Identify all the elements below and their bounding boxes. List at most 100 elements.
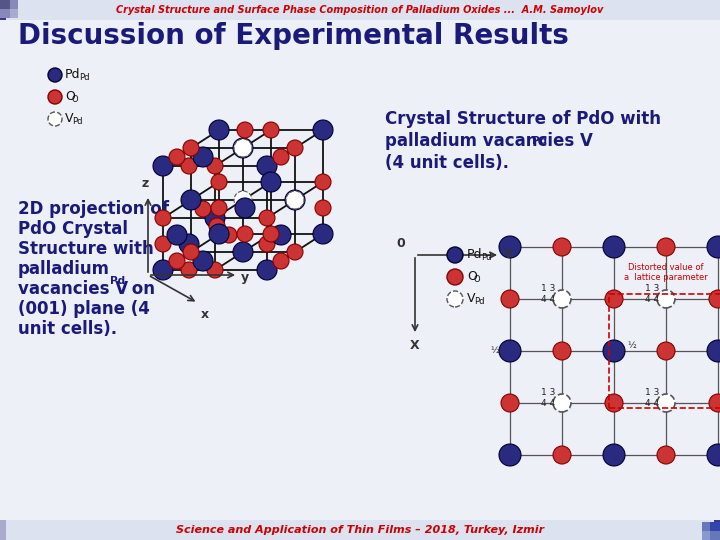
Bar: [714, 520, 720, 540]
Circle shape: [181, 190, 201, 210]
Text: 1 3
4 4: 1 3 4 4: [541, 284, 555, 303]
Text: Pd: Pd: [65, 68, 81, 80]
Bar: [710, 522, 720, 531]
Circle shape: [605, 394, 623, 412]
Text: 0: 0: [396, 237, 405, 250]
Circle shape: [499, 340, 521, 362]
Text: palladium: palladium: [18, 260, 110, 278]
Circle shape: [257, 156, 277, 176]
Circle shape: [287, 244, 303, 260]
Text: Crystal Structure and Surface Phase Composition of Palladium Oxides ...  A.M. Sa: Crystal Structure and Surface Phase Comp…: [117, 5, 603, 15]
Text: X: X: [410, 339, 420, 352]
Circle shape: [235, 192, 251, 208]
Circle shape: [261, 172, 281, 192]
Circle shape: [657, 394, 675, 412]
Circle shape: [287, 140, 303, 156]
Bar: [702, 531, 710, 540]
Text: O: O: [474, 274, 481, 284]
Circle shape: [447, 291, 463, 307]
Circle shape: [233, 242, 253, 262]
Text: (4 unit cells).: (4 unit cells).: [385, 154, 509, 172]
Circle shape: [259, 236, 275, 252]
Circle shape: [153, 156, 173, 176]
Text: palladium vacancies V: palladium vacancies V: [385, 132, 593, 150]
Text: Pd: Pd: [481, 253, 492, 261]
Circle shape: [211, 174, 227, 190]
Circle shape: [285, 190, 305, 210]
Circle shape: [209, 224, 229, 244]
Circle shape: [195, 201, 211, 217]
Circle shape: [707, 236, 720, 258]
Circle shape: [209, 120, 229, 140]
Circle shape: [193, 147, 213, 167]
Circle shape: [237, 122, 253, 138]
Text: Pd: Pd: [72, 117, 83, 125]
Circle shape: [193, 251, 213, 271]
Text: Structure with: Structure with: [18, 240, 154, 258]
Bar: [0, 0, 10, 9]
Text: Pd: Pd: [474, 296, 485, 306]
Circle shape: [273, 149, 289, 165]
Text: Science and Application of Thin Films – 2018, Turkey, Izmir: Science and Application of Thin Films – …: [176, 525, 544, 535]
Circle shape: [263, 226, 279, 242]
Circle shape: [499, 236, 521, 258]
Circle shape: [313, 120, 333, 140]
Text: O: O: [467, 269, 477, 282]
Circle shape: [234, 139, 252, 157]
Bar: [0, 0, 6, 20]
Bar: [0, 520, 6, 540]
Circle shape: [707, 340, 720, 362]
Circle shape: [605, 290, 623, 308]
Text: PdO Crystal: PdO Crystal: [18, 220, 128, 238]
Circle shape: [209, 218, 225, 234]
Text: V: V: [467, 292, 475, 305]
Bar: [702, 522, 710, 531]
Text: ½: ½: [628, 341, 636, 350]
Text: (001) plane (4: (001) plane (4: [18, 300, 150, 318]
Circle shape: [48, 90, 62, 104]
Circle shape: [155, 210, 171, 226]
Circle shape: [447, 247, 463, 263]
Circle shape: [257, 260, 277, 280]
Circle shape: [657, 238, 675, 256]
Text: 1 3
4 4: 1 3 4 4: [645, 388, 660, 408]
Text: Pd: Pd: [532, 136, 547, 146]
Circle shape: [315, 200, 331, 216]
Circle shape: [709, 394, 720, 412]
Circle shape: [263, 122, 279, 138]
Circle shape: [553, 342, 571, 360]
Circle shape: [155, 236, 171, 252]
Circle shape: [603, 340, 625, 362]
Circle shape: [167, 225, 187, 245]
Text: on: on: [126, 280, 155, 298]
Text: Pd: Pd: [467, 247, 482, 260]
Text: Distorted value of
a  lattice parameter: Distorted value of a lattice parameter: [624, 262, 708, 282]
Circle shape: [273, 253, 289, 269]
Circle shape: [233, 138, 253, 158]
Circle shape: [234, 191, 252, 209]
Text: 2D projection of: 2D projection of: [18, 200, 169, 218]
Circle shape: [48, 68, 62, 82]
Text: x: x: [201, 308, 209, 321]
Circle shape: [709, 290, 720, 308]
Circle shape: [553, 394, 571, 412]
Circle shape: [237, 226, 253, 242]
Circle shape: [286, 191, 304, 209]
Text: unit cells).: unit cells).: [18, 320, 117, 338]
Circle shape: [169, 253, 185, 269]
Text: Pd: Pd: [79, 72, 89, 82]
Circle shape: [205, 208, 225, 228]
Text: Discussion of Experimental Results: Discussion of Experimental Results: [18, 22, 569, 50]
Circle shape: [501, 394, 519, 412]
Text: V: V: [65, 111, 73, 125]
Circle shape: [181, 158, 197, 174]
Circle shape: [657, 342, 675, 360]
Circle shape: [271, 225, 291, 245]
Bar: [609, 294, 720, 408]
Circle shape: [447, 269, 463, 285]
Circle shape: [707, 444, 720, 466]
Circle shape: [553, 290, 571, 308]
Text: Pd: Pd: [110, 276, 125, 286]
Bar: [10, 0, 18, 9]
Circle shape: [183, 140, 199, 156]
